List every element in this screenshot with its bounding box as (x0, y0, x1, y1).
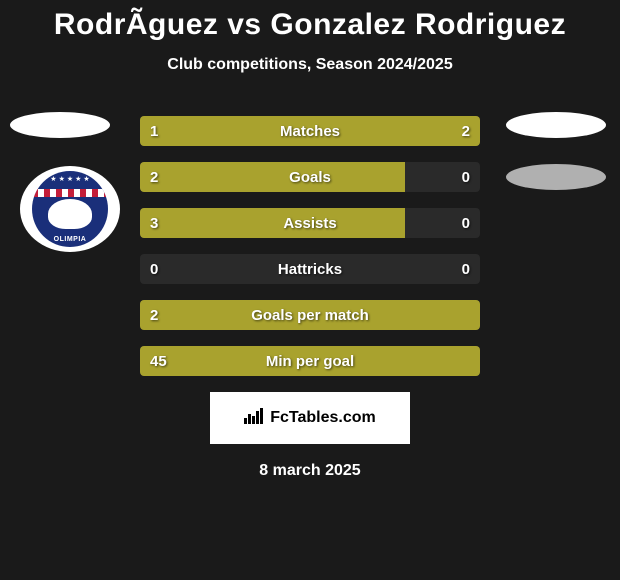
page-title: RodrÃ­guez vs Gonzalez Rodriguez (0, 0, 620, 42)
stat-label: Matches (140, 116, 480, 146)
comparison-container: ★ ★ ★ ★ ★ OLIMPIA 12Matches 20Goals 30Assi… (0, 116, 620, 376)
brand-text: FcTables.com (270, 409, 376, 427)
player-badge-right (506, 112, 606, 138)
lion-icon (48, 199, 92, 229)
stat-label: Assists (140, 208, 480, 238)
stat-label: Hattricks (140, 254, 480, 284)
stat-row: 12Matches (140, 116, 480, 146)
stat-row: 30Assists (140, 208, 480, 238)
stat-row: 00Hattricks (140, 254, 480, 284)
chart-icon (244, 408, 264, 429)
club-badge-inner: ★ ★ ★ ★ ★ OLIMPIA (32, 171, 108, 247)
player-badge-right-2 (506, 164, 606, 190)
stat-label: Min per goal (140, 346, 480, 376)
player-badge-left (10, 112, 110, 138)
stat-bars: 12Matches 20Goals 30Assists 00Hattricks 2Goa… (140, 116, 480, 376)
club-name: OLIMPIA (32, 236, 108, 243)
stat-row: 45Min per goal (140, 346, 480, 376)
stat-label: Goals (140, 162, 480, 192)
club-badge: ★ ★ ★ ★ ★ OLIMPIA (20, 166, 120, 252)
stat-label: Goals per match (140, 300, 480, 330)
club-stripes (32, 189, 108, 197)
brand-box: FcTables.com (210, 392, 410, 444)
subtitle: Club competitions, Season 2024/2025 (0, 56, 620, 74)
stat-row: 20Goals (140, 162, 480, 192)
date-text: 8 march 2025 (0, 462, 620, 480)
stat-row: 2Goals per match (140, 300, 480, 330)
